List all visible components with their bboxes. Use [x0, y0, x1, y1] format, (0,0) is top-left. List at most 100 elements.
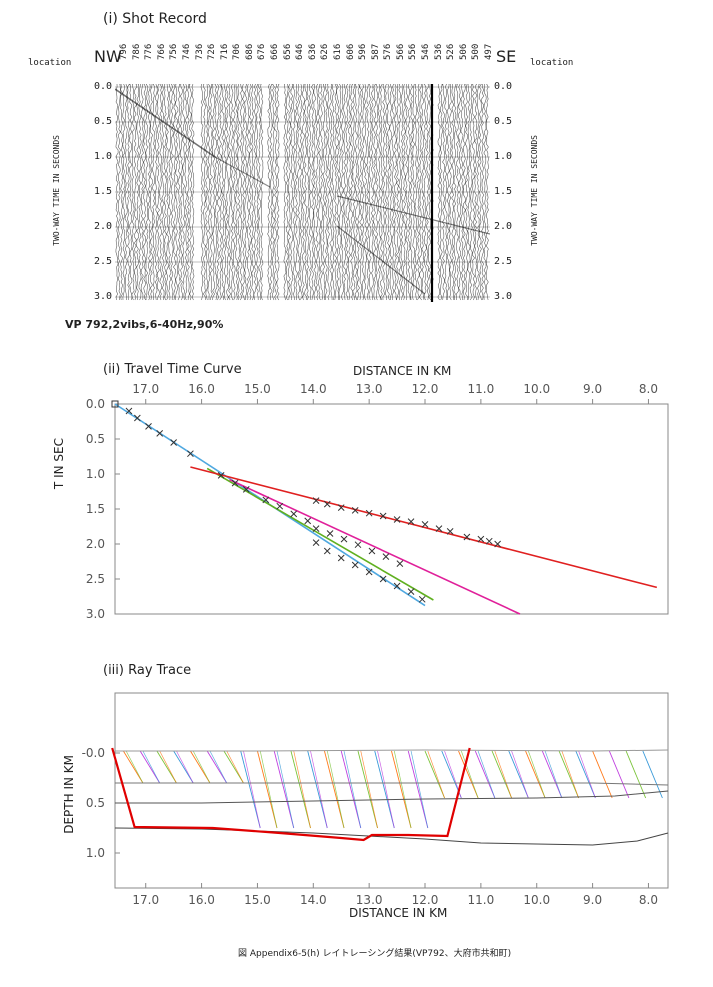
seismic-trace: [126, 84, 130, 301]
seismic-trace: [398, 84, 402, 301]
pick-marker: [323, 500, 331, 508]
ray-path: [226, 750, 244, 784]
seismic-trace: [336, 84, 340, 301]
seismic-trace: [120, 84, 124, 301]
y-tick-label: 0.5: [86, 432, 105, 446]
shot-y-tick: 1.0: [494, 151, 513, 162]
shot-y-tick: 0.0: [494, 81, 513, 92]
x-tick-label: 14.0: [300, 382, 327, 396]
x-tick-label: 10.0: [523, 893, 550, 907]
location-label: 646: [295, 43, 306, 60]
seismic-trace: [179, 84, 183, 301]
ray-path: [424, 750, 445, 799]
seismic-trace: [400, 84, 404, 301]
seismic-trace: [340, 84, 344, 301]
seismic-trace: [402, 84, 407, 301]
ray-path: [544, 750, 563, 799]
left-location-label: location: [28, 58, 72, 68]
location-label: 596: [358, 43, 369, 60]
se-direction-label: SE: [496, 47, 517, 66]
location-label: 536: [433, 43, 444, 60]
x-tick-label: 15.0: [244, 893, 271, 907]
ray-path: [340, 750, 362, 829]
pick-marker: [242, 486, 250, 493]
location-label: 546: [421, 43, 432, 60]
ray-path: [525, 750, 546, 799]
pick-marker: [351, 561, 359, 569]
ray-path: [190, 750, 211, 784]
seismic-trace: [207, 84, 211, 300]
seismic-trace: [485, 84, 489, 301]
location-label: 636: [307, 43, 318, 60]
ray-path: [243, 750, 261, 829]
location-labels: 796 786 776 766 756 746 736 726 716 706 686 676 666 6…: [115, 22, 494, 62]
x-tick-label: 13.0: [356, 893, 383, 907]
seismic-trace: [377, 84, 381, 301]
ray-path: [494, 750, 512, 799]
pick-marker: [393, 516, 401, 523]
travel-time-xlabel: DISTANCE IN KM: [353, 364, 452, 378]
ray-path: [491, 750, 513, 799]
seismic-trace: [373, 84, 377, 301]
seismic-trace: [474, 84, 478, 301]
ray-path: [393, 750, 412, 829]
seismic-trace: [216, 84, 220, 301]
ray-path: [259, 750, 278, 829]
seismic-trace: [409, 84, 413, 301]
seismic-trace: [354, 84, 358, 301]
ray-trace-frame: [114, 692, 669, 889]
ray-path: [357, 750, 378, 829]
pick-marker: [217, 472, 225, 479]
location-label: 526: [446, 43, 457, 60]
seismic-trace: [159, 84, 163, 301]
seismic-trace: [393, 84, 397, 301]
location-label: 556: [408, 43, 419, 60]
location-label: 606: [345, 43, 356, 60]
seismic-trace: [251, 84, 255, 301]
seismic-trace: [285, 84, 289, 301]
seismic-trace: [465, 84, 469, 301]
ray-path: [391, 750, 412, 829]
pick-marker: [337, 554, 345, 562]
pick-marker: [340, 535, 348, 543]
seismic-trace: [442, 84, 446, 301]
shot-y-tick: 1.5: [93, 186, 112, 197]
seismic-trace: [228, 84, 232, 301]
seismic-trace: [345, 84, 349, 301]
seismic-trace: [186, 84, 190, 301]
ray-path: [642, 750, 663, 799]
seismic-trace: [472, 84, 476, 301]
ray-path: [209, 750, 228, 784]
location-label: 776: [144, 43, 155, 60]
seismic-trace: [380, 84, 383, 301]
shot-y-tick: 2.0: [494, 221, 513, 232]
seismic-trace: [467, 84, 471, 301]
seismic-trace: [177, 84, 181, 301]
ray-path: [511, 750, 529, 799]
pick-marker: [312, 539, 320, 546]
seismic-trace: [350, 84, 354, 301]
seismic-trace: [343, 84, 347, 301]
seismic-trace: [324, 84, 328, 301]
ray-path: [206, 750, 228, 784]
seismic-trace: [147, 84, 151, 301]
seismic-trace: [292, 84, 296, 301]
ray-path: [608, 750, 630, 799]
shot-y-tick: 0.5: [494, 116, 513, 127]
shot-y-tick: 2.5: [93, 256, 112, 267]
seismic-trace: [290, 84, 294, 300]
seismic-trace: [396, 84, 400, 301]
ray-path: [360, 750, 378, 829]
seismic-trace: [274, 84, 278, 301]
seismic-trace: [412, 84, 416, 301]
ray-path: [625, 750, 647, 799]
seismic-trace: [359, 84, 363, 301]
seismic-trace: [416, 84, 420, 301]
y-axis-label-right: TWO-WAY TIME IN SECONDS: [530, 135, 539, 246]
x-tick-label: 9.0: [583, 893, 602, 907]
refraction-event: [336, 225, 426, 295]
pick-marker: [323, 547, 331, 555]
ray-path: [458, 750, 479, 799]
y-tick-label: 1.5: [86, 502, 105, 516]
seismic-trace: [173, 84, 176, 301]
